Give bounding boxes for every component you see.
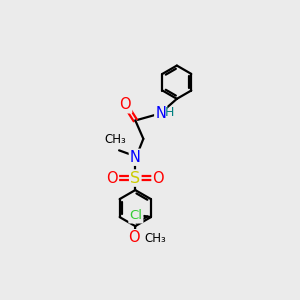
Text: N: N <box>155 106 166 121</box>
Text: CH₃: CH₃ <box>145 232 166 245</box>
Text: O: O <box>119 97 131 112</box>
Text: O: O <box>153 171 164 186</box>
Text: H: H <box>165 106 175 119</box>
Text: CH₃: CH₃ <box>105 133 127 146</box>
Text: O: O <box>128 230 140 245</box>
Text: N: N <box>130 150 141 165</box>
Text: S: S <box>130 171 140 186</box>
Text: Cl: Cl <box>129 209 142 222</box>
Text: O: O <box>106 171 118 186</box>
